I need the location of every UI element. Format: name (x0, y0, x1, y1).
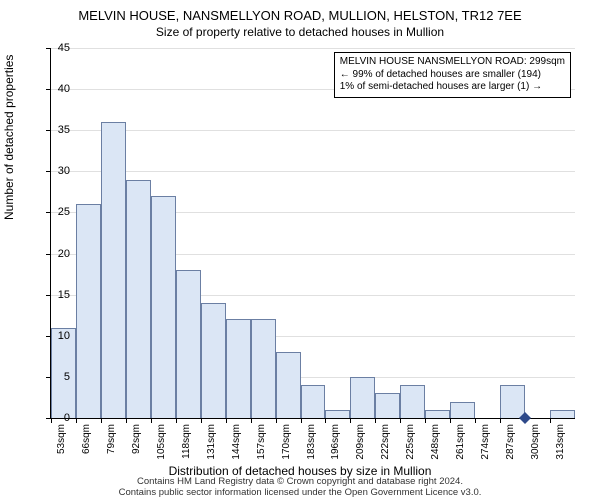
x-tick-label: 157sqm (256, 424, 267, 464)
x-tick-label: 170sqm (281, 424, 292, 464)
histogram-bar (375, 393, 400, 418)
x-tick-mark (101, 418, 102, 423)
x-tick-label: 118sqm (181, 424, 192, 464)
footer-line-1: Contains HM Land Registry data © Crown c… (0, 477, 600, 487)
histogram-bar (325, 410, 350, 418)
histogram-bar (101, 122, 126, 418)
x-tick-mark (201, 418, 202, 423)
x-tick-label: 66sqm (81, 424, 92, 464)
y-tick-mark (46, 48, 51, 49)
x-tick-mark (425, 418, 426, 423)
x-tick-mark (500, 418, 501, 423)
x-tick-label: 92sqm (131, 424, 142, 464)
chart-title: MELVIN HOUSE, NANSMELLYON ROAD, MULLION,… (0, 0, 600, 23)
x-tick-mark (550, 418, 551, 423)
x-tick-label: 209sqm (355, 424, 366, 464)
x-tick-mark (151, 418, 152, 423)
x-tick-label: 248sqm (430, 424, 441, 464)
y-tick-label: 5 (64, 371, 70, 383)
histogram-bar (126, 180, 151, 418)
x-tick-label: 53sqm (56, 424, 67, 464)
histogram-bar (301, 385, 326, 418)
x-tick-mark (176, 418, 177, 423)
y-tick-label: 35 (58, 124, 70, 136)
histogram-bar (400, 385, 425, 418)
chart-footer: Contains HM Land Registry data © Crown c… (0, 477, 600, 498)
x-tick-label: 313sqm (555, 424, 566, 464)
y-axis-label: Number of detached properties (2, 55, 16, 220)
y-tick-label: 0 (64, 412, 70, 424)
x-tick-mark (76, 418, 77, 423)
gridline (51, 130, 575, 131)
x-tick-mark (276, 418, 277, 423)
annotation-box: MELVIN HOUSE NANSMELLYON ROAD: 299sqm← 9… (334, 52, 571, 98)
annotation-line1: MELVIN HOUSE NANSMELLYON ROAD: 299sqm (340, 56, 565, 69)
annotation-line3: 1% of semi-detached houses are larger (1… (340, 81, 565, 94)
y-tick-mark (46, 130, 51, 131)
histogram-bar (251, 319, 276, 418)
y-tick-label: 15 (58, 289, 70, 301)
histogram-bar (550, 410, 575, 418)
x-tick-mark (375, 418, 376, 423)
footer-line-2: Contains public sector information licen… (0, 488, 600, 498)
x-tick-label: 79sqm (106, 424, 117, 464)
x-tick-mark (126, 418, 127, 423)
annotation-line2: ← 99% of detached houses are smaller (19… (340, 69, 565, 82)
x-tick-label: 300sqm (530, 424, 541, 464)
y-tick-label: 10 (58, 330, 70, 342)
gridline (51, 171, 575, 172)
x-tick-mark (350, 418, 351, 423)
y-tick-label: 30 (58, 165, 70, 177)
x-tick-label: 287sqm (505, 424, 516, 464)
histogram-bar (350, 377, 375, 418)
y-tick-mark (46, 295, 51, 296)
y-tick-mark (46, 254, 51, 255)
y-tick-label: 25 (58, 206, 70, 218)
y-tick-mark (46, 89, 51, 90)
x-tick-label: 196sqm (330, 424, 341, 464)
y-tick-label: 45 (58, 42, 70, 54)
x-tick-mark (475, 418, 476, 423)
y-tick-label: 20 (58, 248, 70, 260)
x-tick-mark (226, 418, 227, 423)
x-tick-label: 144sqm (231, 424, 242, 464)
x-tick-mark (301, 418, 302, 423)
histogram-bar (450, 402, 475, 418)
x-tick-label: 222sqm (380, 424, 391, 464)
x-tick-label: 225sqm (405, 424, 416, 464)
x-tick-mark (400, 418, 401, 423)
x-tick-mark (251, 418, 252, 423)
x-tick-label: 131sqm (206, 424, 217, 464)
histogram-bar (425, 410, 450, 418)
gridline (51, 48, 575, 49)
histogram-bar (276, 352, 301, 418)
chart-subtitle: Size of property relative to detached ho… (0, 23, 600, 39)
histogram-bar (226, 319, 251, 418)
x-tick-label: 105sqm (156, 424, 167, 464)
x-tick-label: 274sqm (480, 424, 491, 464)
x-tick-label: 183sqm (306, 424, 317, 464)
histogram-bar (76, 204, 101, 418)
y-tick-mark (46, 212, 51, 213)
chart-plot-area: MELVIN HOUSE NANSMELLYON ROAD: 299sqm← 9… (50, 48, 575, 419)
histogram-bar (151, 196, 176, 418)
histogram-bar (176, 270, 201, 418)
x-tick-mark (325, 418, 326, 423)
y-tick-mark (46, 171, 51, 172)
histogram-bar (201, 303, 226, 418)
x-tick-mark (450, 418, 451, 423)
x-tick-label: 261sqm (455, 424, 466, 464)
y-tick-label: 40 (58, 83, 70, 95)
x-tick-mark (51, 418, 52, 423)
property-marker-icon (519, 412, 531, 424)
